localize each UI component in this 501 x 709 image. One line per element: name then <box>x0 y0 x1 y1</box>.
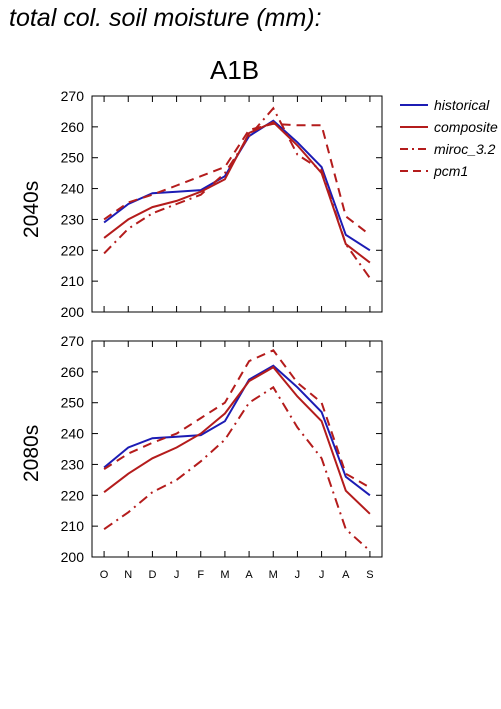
y-tick-label: 200 <box>61 549 85 565</box>
x-tick-label: J <box>295 569 301 581</box>
legend-label-composite: composite <box>434 119 498 135</box>
y-tick-label: 250 <box>61 150 85 166</box>
y-tick-label: 220 <box>61 487 85 503</box>
x-tick-label: M <box>220 569 229 581</box>
x-tick-label: N <box>124 569 132 581</box>
y-tick-label: 200 <box>61 304 85 320</box>
x-tick-label: M <box>269 569 278 581</box>
y-tick-label: 270 <box>61 88 85 104</box>
chart-title: A1B <box>210 55 260 85</box>
series-line-pcm1-2080s <box>103 349 371 489</box>
x-tick-label: F <box>197 569 204 581</box>
y-tick-label: 250 <box>61 395 85 411</box>
y-tick-label: 240 <box>61 181 85 197</box>
y-tick-label: 210 <box>61 273 85 289</box>
series-line-historical-2080s <box>103 364 371 497</box>
x-tick-label: D <box>148 569 156 581</box>
x-tick-label: A <box>245 569 253 581</box>
y-tick-label: 260 <box>61 364 85 380</box>
page-title: total col. soil moisture (mm): <box>9 4 322 32</box>
plot-frame-2080s <box>91 340 383 558</box>
x-tick-label: O <box>100 569 109 581</box>
y-tick-label: 240 <box>61 426 85 442</box>
y-tick-label: 230 <box>61 211 85 227</box>
legend-label-miroc_3.2: miroc_3.2 <box>434 141 496 157</box>
series-line-miroc_3.2-2080s <box>103 385 371 552</box>
y-tick-label: 230 <box>61 456 85 472</box>
x-tick-label: J <box>319 569 325 581</box>
x-tick-label: S <box>366 569 373 581</box>
series-line-miroc_3.2-2040s <box>103 106 371 279</box>
y-tick-label: 210 <box>61 518 85 534</box>
y-tick-label: 220 <box>61 242 85 258</box>
series-line-composite-2080s <box>103 365 371 515</box>
y-tick-label: 260 <box>61 119 85 135</box>
legend-label-historical: historical <box>434 97 490 113</box>
x-tick-label: J <box>174 569 180 581</box>
series-line-historical-2040s <box>103 119 371 252</box>
series-line-pcm1-2040s <box>103 122 371 236</box>
legend-label-pcm1: pcm1 <box>433 163 468 179</box>
y-tick-label: 270 <box>61 333 85 349</box>
x-tick-label: A <box>342 569 350 581</box>
plot-frame-2040s <box>91 95 383 313</box>
